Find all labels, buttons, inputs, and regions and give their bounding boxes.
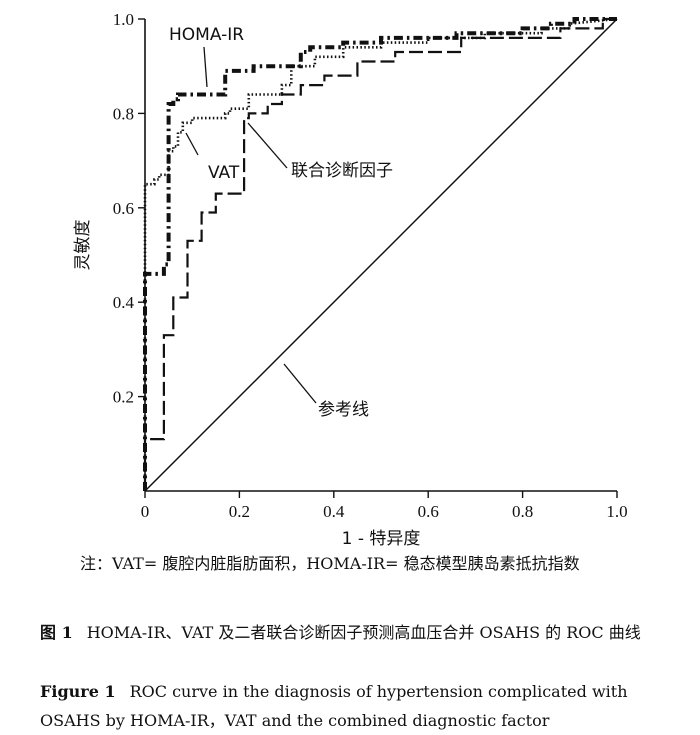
x-tick-label: 0.6 [418,502,439,521]
series-line-dashed [143,17,617,491]
x-axis-title: 1 - 特异度 [342,529,421,548]
y-tick-label: 0.4 [113,293,135,312]
y-tick-label: 1.0 [113,10,134,29]
leader-line [203,46,208,88]
ticks-layer: 0 0.2 0.4 0.6 0.8 1.0 0.2 0.4 0.6 0.8 1.0 [113,10,628,521]
leader-line [283,363,317,404]
x-tick-label: 0.8 [512,502,533,521]
figure-caption-en: Figure 1 ROC curve in the diagnosis of hy… [40,677,670,735]
figure-label-cn: 图 1 [40,623,73,642]
series-layer [143,17,618,492]
y-tick-label: 0.6 [113,199,134,218]
figure-caption-cn: 图 1 HOMA-IR、VAT 及二者联合诊断因子预测高血压合并 OSAHS 的 … [40,618,670,647]
axes-layer [144,19,617,492]
x-tick-label: 0.4 [323,502,345,521]
labels-layer: 1 - 特异度 灵敏度 [73,220,420,549]
series-label: 参考线 [318,400,369,420]
roc-chart: 0 0.2 0.4 0.6 0.8 1.0 0.2 0.4 0.6 0.8 1.0 1 - 特异度 灵… [73,10,628,549]
leader-line [185,132,199,156]
figure-caption-en-text: ROC curve in the diagnosis of hypertensi… [40,682,628,730]
x-tick-label: 0 [141,502,150,521]
series-line-dotted [143,17,618,491]
figure-caption-cn-text: HOMA-IR、VAT 及二者联合诊断因子预测高血压合并 OSAHS 的 ROC… [86,623,641,642]
y-tick-label: 0.8 [113,104,134,123]
series-line-dash-dot [143,17,617,491]
y-tick-label: 0.2 [113,388,134,407]
series-line-solid [144,18,618,492]
leader-line [247,122,288,169]
series-label: VAT [208,163,240,183]
x-tick-label: 1.0 [606,502,627,521]
figure-note: 注：VAT= 腹腔内脏脂肪面积，HOMA-IR= 稳态模型胰岛素抵抗指数 [80,554,580,573]
x-tick-label: 0.2 [229,502,250,521]
series-label: HOMA-IR [169,25,244,45]
figure-label-en: Figure 1 [40,682,116,701]
series-label: 联合诊断因子 [291,161,393,181]
y-axis-title: 灵敏度 [73,220,93,271]
